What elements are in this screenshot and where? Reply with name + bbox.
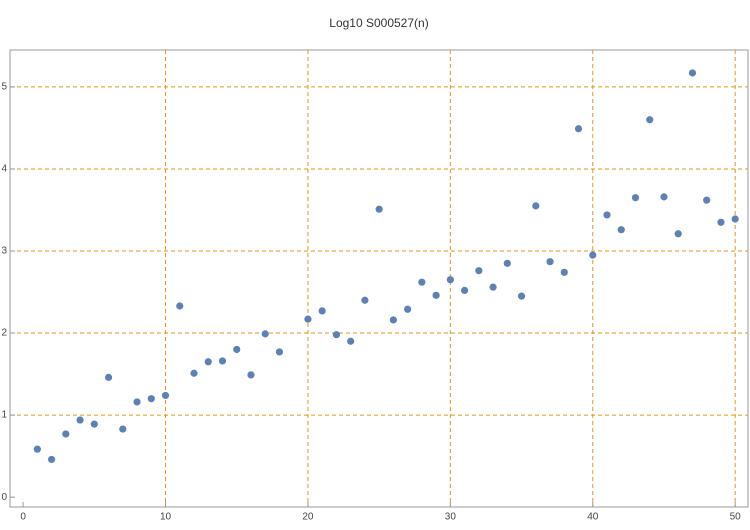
point: [503, 259, 511, 267]
point: [119, 425, 127, 433]
point: [147, 395, 155, 403]
x-tick-label: 20: [302, 512, 314, 523]
point: [247, 371, 255, 379]
point: [176, 302, 184, 310]
point: [375, 205, 383, 213]
x-tick-label: 30: [445, 512, 457, 523]
x-tick-label: 40: [587, 512, 599, 523]
point: [432, 291, 440, 299]
chart-title: Log10 S000527(n): [329, 16, 428, 30]
point: [90, 420, 98, 428]
point: [389, 316, 397, 324]
point: [261, 330, 269, 338]
point: [332, 331, 341, 339]
point: [646, 116, 654, 124]
x-tick-label: 10: [160, 512, 172, 523]
point: [489, 283, 497, 291]
point: [275, 348, 284, 356]
plot-frame: [9, 49, 749, 508]
point: [660, 193, 668, 201]
x-tick-label: 0: [20, 512, 26, 523]
point: [517, 292, 526, 300]
point: [233, 345, 241, 354]
point: [574, 125, 583, 133]
point: [731, 215, 739, 223]
point: [674, 230, 682, 238]
point: [47, 455, 56, 464]
point: [631, 194, 640, 202]
point: [532, 202, 540, 210]
point: [460, 286, 469, 294]
point: [190, 369, 198, 377]
point: [546, 258, 554, 266]
point: [446, 276, 454, 284]
y-tick-label: 2: [1, 328, 7, 339]
point: [304, 315, 312, 323]
point: [161, 391, 170, 400]
point: [603, 211, 611, 219]
point: [104, 373, 113, 381]
point: [703, 196, 711, 204]
point: [688, 69, 697, 77]
y-tick-label: 3: [1, 246, 7, 257]
point: [218, 357, 227, 365]
point: [717, 218, 725, 226]
point: [33, 445, 41, 453]
point: [133, 398, 141, 406]
point: [361, 296, 369, 304]
y-tick-label: 5: [1, 82, 7, 93]
point: [418, 278, 426, 286]
point: [589, 251, 597, 259]
y-tick-label: 4: [1, 164, 7, 175]
x-tick-label: 50: [730, 512, 742, 523]
y-tick-label: 1: [1, 410, 7, 421]
point: [204, 358, 212, 366]
point: [617, 226, 625, 234]
point: [404, 305, 412, 313]
point: [347, 337, 355, 345]
point: [475, 267, 483, 275]
point: [318, 307, 326, 315]
point: [560, 268, 568, 276]
point: [62, 430, 70, 438]
point: [76, 416, 84, 424]
y-tick-label: 0: [1, 492, 7, 503]
